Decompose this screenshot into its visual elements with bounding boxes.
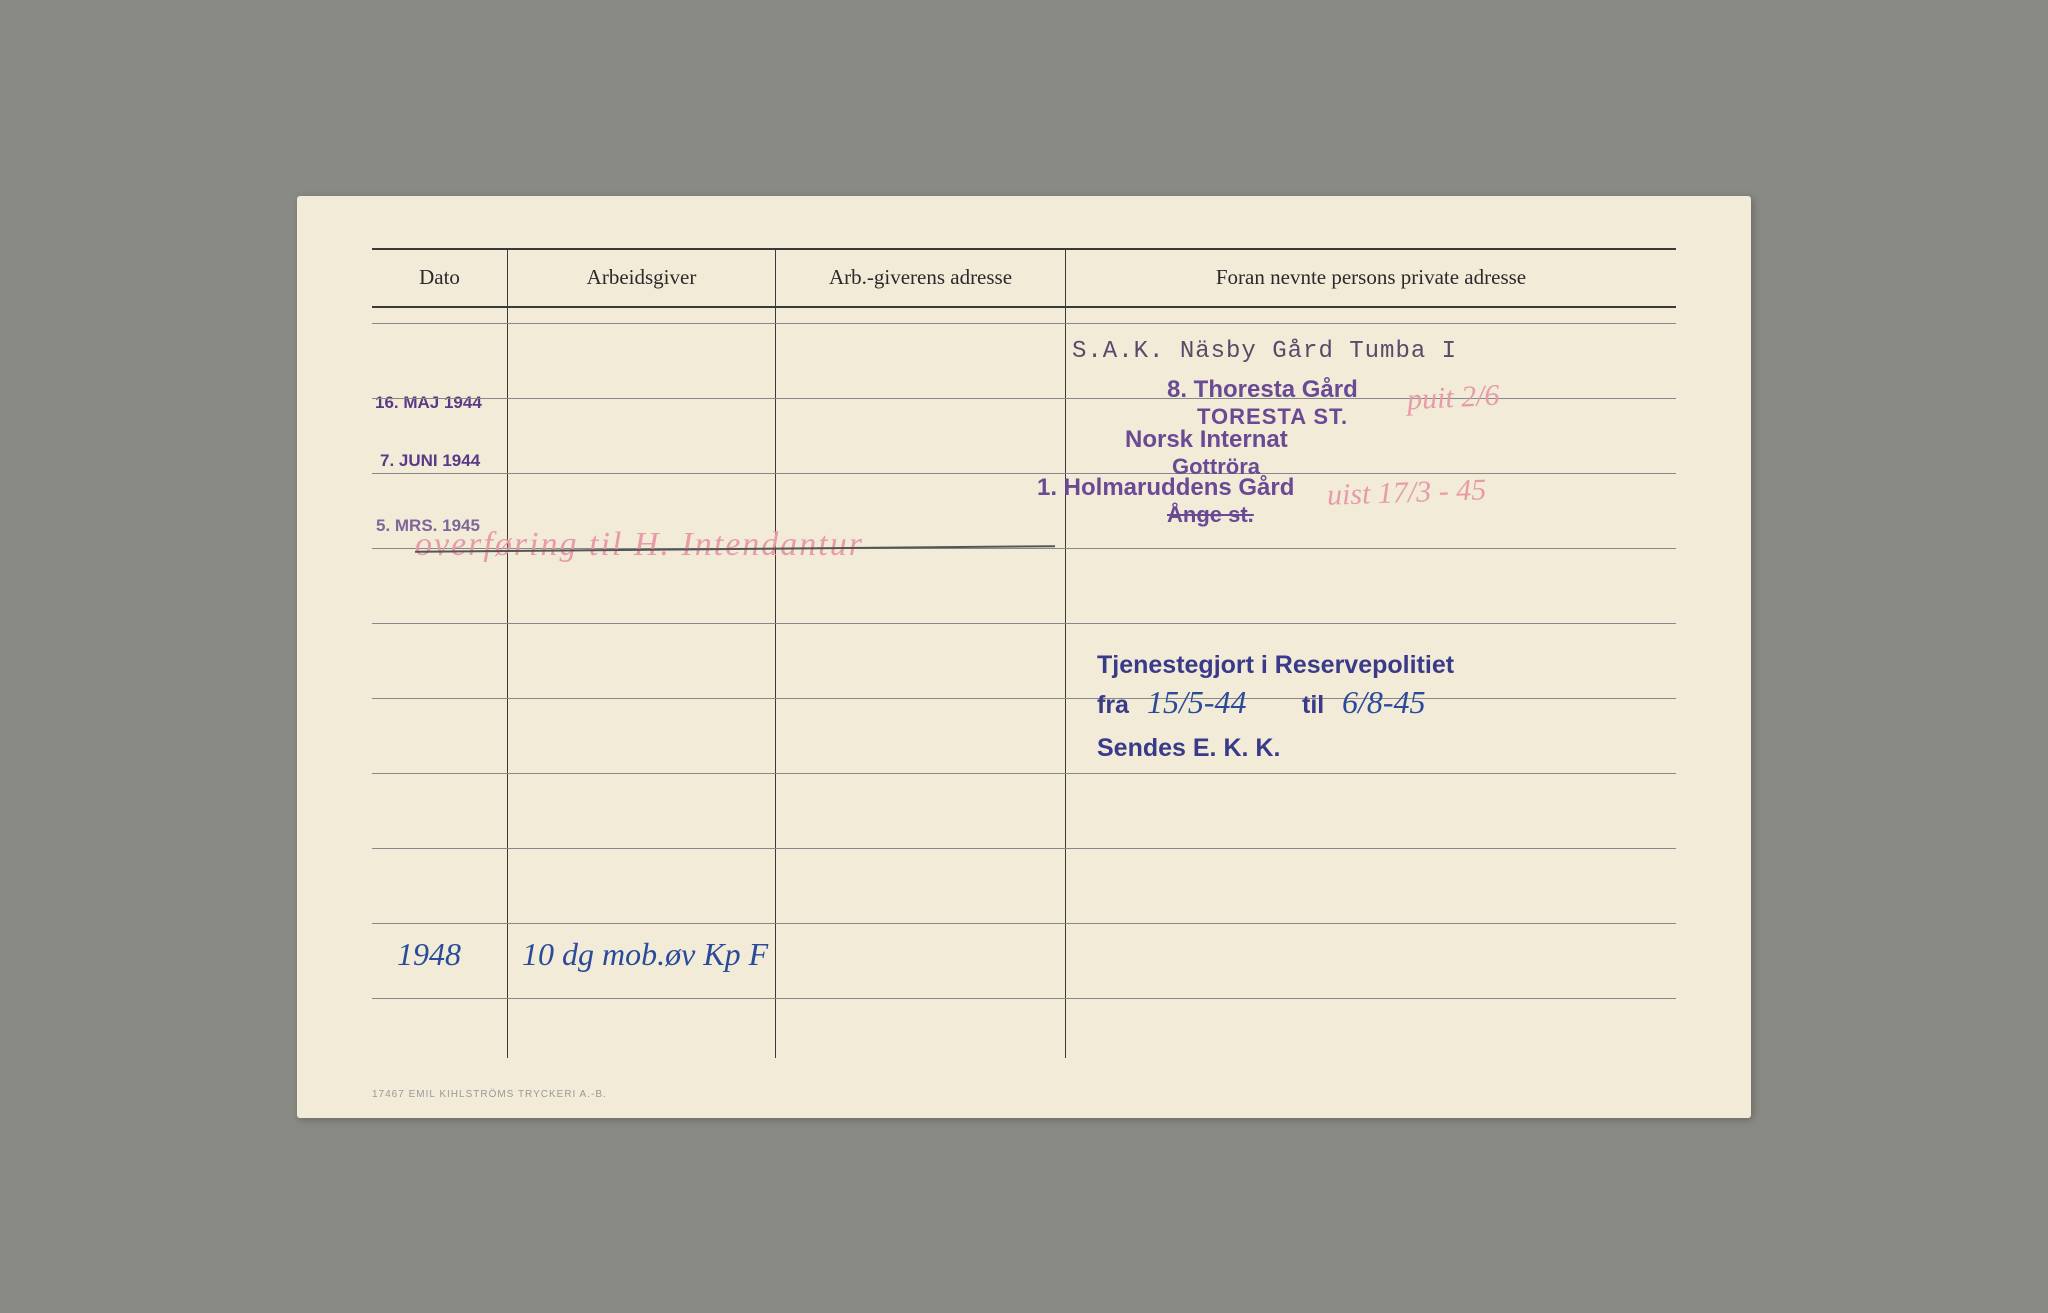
row-line (372, 923, 1676, 924)
header-row: Dato Arbeidsgiver Arb.-giverens adresse … (372, 248, 1676, 308)
date-stamp-1: 16. MAJ 1944 (375, 393, 482, 413)
pink-note-2: uist 17/3 - 45 (1326, 473, 1486, 513)
service-sendes: Sendes E. K. K. (1097, 734, 1280, 763)
header-arbeidsgiver: Arbeidsgiver (507, 250, 775, 306)
stamp-holmaruddens: 1. Holmaruddens Gård (1037, 474, 1294, 502)
row-line (372, 848, 1676, 849)
service-fra-label: fra (1097, 691, 1129, 720)
bottom-year: 1948 (397, 936, 461, 973)
pink-note-1: puit 2/6 (1406, 378, 1500, 417)
row-line (372, 323, 1676, 324)
stamp-thoresta: 8. Thoresta Gård (1167, 376, 1358, 404)
row-line (372, 773, 1676, 774)
row-line (372, 998, 1676, 999)
header-priv-adresse: Foran nevnte persons private adresse (1065, 250, 1676, 306)
col-adr-body (775, 308, 1065, 1058)
row-line (372, 623, 1676, 624)
service-stamp-line1: Tjenestegjort i Reservepolitiet (1097, 651, 1454, 680)
service-til-label: til (1302, 691, 1324, 720)
service-til-value: 6/8-45 (1342, 684, 1426, 721)
pink-crossed-text: overføring til H. Intendantur (415, 526, 864, 564)
typed-address: S.A.K. Näsby Gård Tumba I (1072, 338, 1457, 365)
header-adresse: Arb.-giverens adresse (775, 250, 1065, 306)
stamp-norsk-internat: Norsk Internat (1125, 426, 1288, 454)
service-fra-value: 15/5-44 (1147, 684, 1247, 721)
footer-print: 17467 EMIL KIHLSTRÖMS TRYCKERI A.-B. (372, 1089, 607, 1100)
row-line (372, 698, 1676, 699)
header-dato: Dato (372, 250, 507, 306)
date-stamp-2: 7. JUNI 1944 (380, 451, 480, 471)
bottom-text: 10 dg mob.øv Kp F (522, 936, 768, 973)
col-priv-body (1065, 308, 1676, 1058)
index-card: Dato Arbeidsgiver Arb.-giverens adresse … (297, 196, 1751, 1118)
stamp-ange-st: Ånge st. (1167, 502, 1254, 528)
